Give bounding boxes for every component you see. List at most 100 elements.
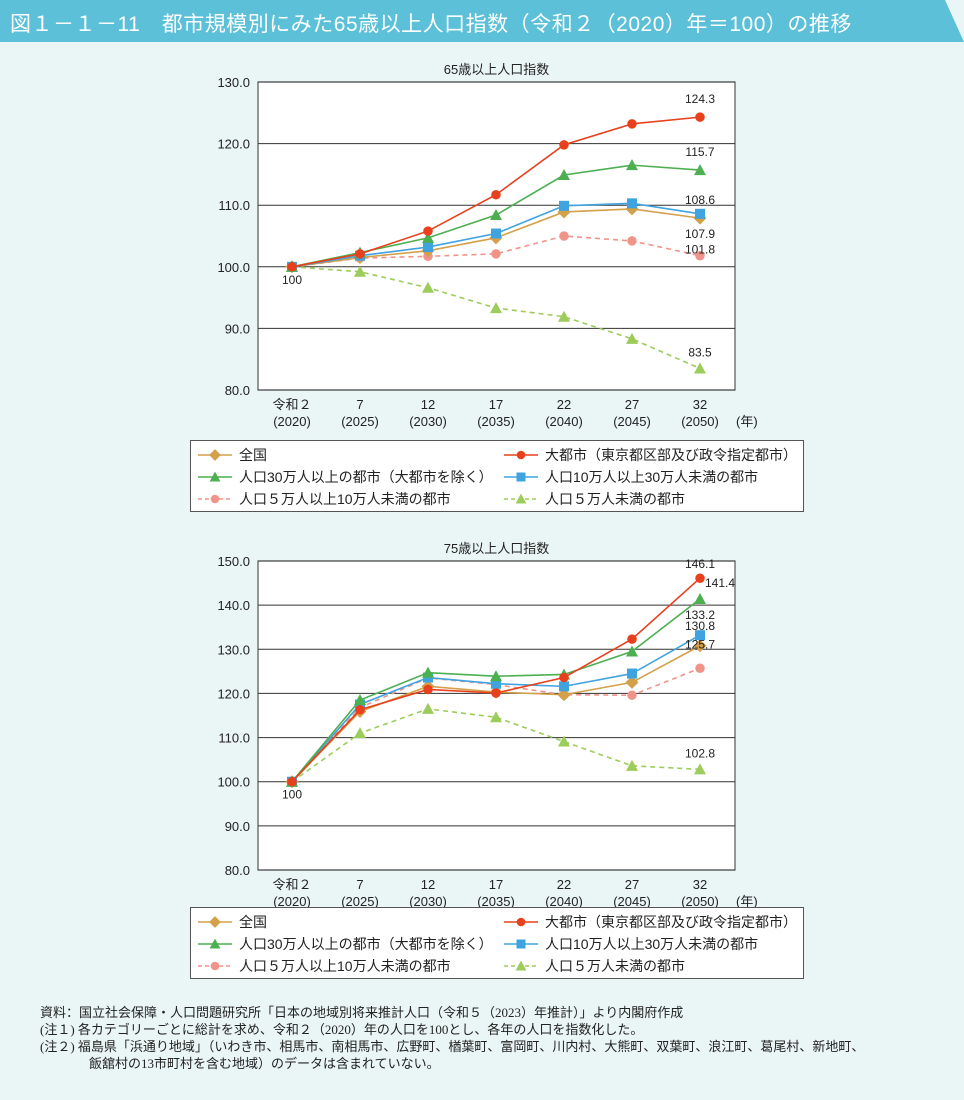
note-2-continued: 飯舘村の13市町村を含む地域）のデータは含まれていない。 <box>89 1056 440 1071</box>
diamond-marker <box>209 449 221 461</box>
legend-label: 人口30万人以上の都市（大都市を除く） <box>239 469 493 485</box>
circle-marker <box>627 634 637 644</box>
legend-label: 全国 <box>239 914 267 930</box>
circle-marker <box>355 705 365 715</box>
x-tick-year: (2020) <box>273 414 311 429</box>
x-axis-unit: (年) <box>736 414 758 429</box>
footnotes: 資料：国立社会保障・人口問題研究所「日本の地域別将来推計人口（令和５（2023）… <box>40 1004 864 1072</box>
legend-item: 全国 <box>197 445 267 465</box>
triangle-marker <box>694 592 706 604</box>
square-marker <box>516 939 526 949</box>
chart-title: 75歳以上人口指数 <box>444 541 549 556</box>
y-tick-label: 80.0 <box>225 863 250 878</box>
legend-label: 大都市（東京都区部及び政令指定都市） <box>545 447 797 463</box>
y-tick-label: 100.0 <box>217 775 250 790</box>
legend-item: 人口10万人以上30万人未満の都市 <box>503 467 758 487</box>
legend-label: 人口30万人以上の都市（大都市を除く） <box>239 936 493 952</box>
circle-marker <box>559 672 569 683</box>
triangle-marker <box>422 281 434 293</box>
triangle-marker <box>354 694 366 706</box>
end-value-label: 115.7 <box>685 145 714 159</box>
legend-swatch <box>504 939 538 949</box>
x-tick-label: 17 <box>489 397 503 412</box>
start-value-label: 100 <box>282 788 302 802</box>
circle-marker <box>627 236 637 246</box>
circle-marker <box>559 231 569 241</box>
legend-swatch <box>198 938 232 949</box>
legend-label: 人口10万人以上30万人未満の都市 <box>545 936 759 952</box>
note-1: (注１) 各カテゴリーごとに総計を求め、令和２（2020）年の人口を100とし、… <box>40 1022 644 1037</box>
x-tick-year: (2050) <box>681 894 719 907</box>
x-tick-label: 12 <box>421 397 435 412</box>
x-tick-year: (2040) <box>545 894 583 907</box>
circle-marker <box>559 140 569 150</box>
triangle-marker <box>626 645 638 657</box>
square-marker <box>695 630 705 641</box>
legend-swatch <box>198 449 232 461</box>
triangle-marker <box>558 310 570 322</box>
end-value-label: 125.7 <box>685 637 715 651</box>
circle-marker <box>695 250 705 261</box>
x-tick-label: 令和２ <box>272 877 311 892</box>
legend-item: 大都市（東京都区部及び政令指定都市） <box>503 912 797 932</box>
series-1 <box>287 573 705 787</box>
y-tick-label: 90.0 <box>225 321 250 336</box>
triangle-marker <box>558 169 570 181</box>
legend-item: 全国 <box>197 912 267 932</box>
end-value-label: 146.1 <box>685 557 715 571</box>
y-tick-label: 100.0 <box>217 260 250 275</box>
circle-marker <box>491 688 501 698</box>
chart-title: 65歳以上人口指数 <box>444 62 549 77</box>
circle-marker <box>627 690 637 700</box>
x-tick-label: 32 <box>693 397 707 412</box>
circle-marker <box>287 262 297 272</box>
end-value-label: 133.2 <box>685 608 715 622</box>
triangle-marker <box>422 666 434 678</box>
end-value-label: 124.3 <box>685 92 715 106</box>
square-marker <box>491 228 501 239</box>
y-tick-label: 90.0 <box>225 819 250 834</box>
square-marker <box>559 681 569 692</box>
triangle-marker <box>422 702 434 714</box>
x-tick-year: (2040) <box>545 414 583 429</box>
note-2: (注２) 福島県「浜通り地域」（いわき市、相馬市、南相馬市、広野町、楢葉町、富岡… <box>40 1039 865 1054</box>
end-value-label: 108.6 <box>685 193 715 207</box>
legend-label: 人口５万人未満の都市 <box>545 958 685 974</box>
circle-marker <box>695 663 705 674</box>
figure-title: 図１－１－11 都市規模別にみた65歳以上人口指数（令和２（2020）年＝100… <box>10 13 852 36</box>
y-tick-label: 150.0 <box>217 554 250 569</box>
end-value-label: 83.5 <box>688 345 712 359</box>
legend-label: 大都市（東京都区部及び政令指定都市） <box>545 914 797 930</box>
x-tick-label: 32 <box>693 877 707 892</box>
triangle-marker <box>422 231 434 243</box>
legend-label: 人口５万人以上10万人未満の都市 <box>239 958 451 974</box>
x-tick-label: 12 <box>421 877 435 892</box>
circle-marker <box>210 494 220 504</box>
legend-label: 全国 <box>239 447 267 463</box>
square-marker <box>423 242 433 253</box>
circle-marker <box>355 249 365 259</box>
legend: 全国 大都市（東京都区部及び政令指定都市） 人口30万人以上の都市（大都市を除く） 人… <box>190 440 804 512</box>
chart-75-plus: 75歳以上人口指数 150.0 140.0 130.0 120.0 110.0 100.0 9… <box>190 541 804 979</box>
end-value-label: 141.4 <box>705 576 735 590</box>
end-value-label: 101.8 <box>685 243 715 257</box>
legend-swatch <box>504 493 538 504</box>
circle-marker <box>516 917 526 927</box>
x-tick-year: (2030) <box>409 894 447 907</box>
legend-swatch <box>198 494 232 504</box>
legend-item: 人口５万人以上10万人未満の都市 <box>197 956 451 976</box>
square-marker <box>516 472 526 482</box>
triangle-marker <box>490 302 502 314</box>
y-tick-label: 110.0 <box>218 198 250 213</box>
triangle-marker <box>694 362 706 374</box>
triangle-marker <box>490 670 502 682</box>
x-tick-label: 22 <box>557 877 571 892</box>
triangle-marker <box>490 711 502 723</box>
y-tick-label: 140.0 <box>217 598 250 613</box>
triangle-marker <box>626 159 638 171</box>
end-value-label: 107.9 <box>685 227 715 241</box>
triangle-marker <box>209 938 221 949</box>
diamond-marker <box>209 916 221 928</box>
x-tick-year: (2045) <box>613 894 651 907</box>
square-marker <box>695 208 705 219</box>
